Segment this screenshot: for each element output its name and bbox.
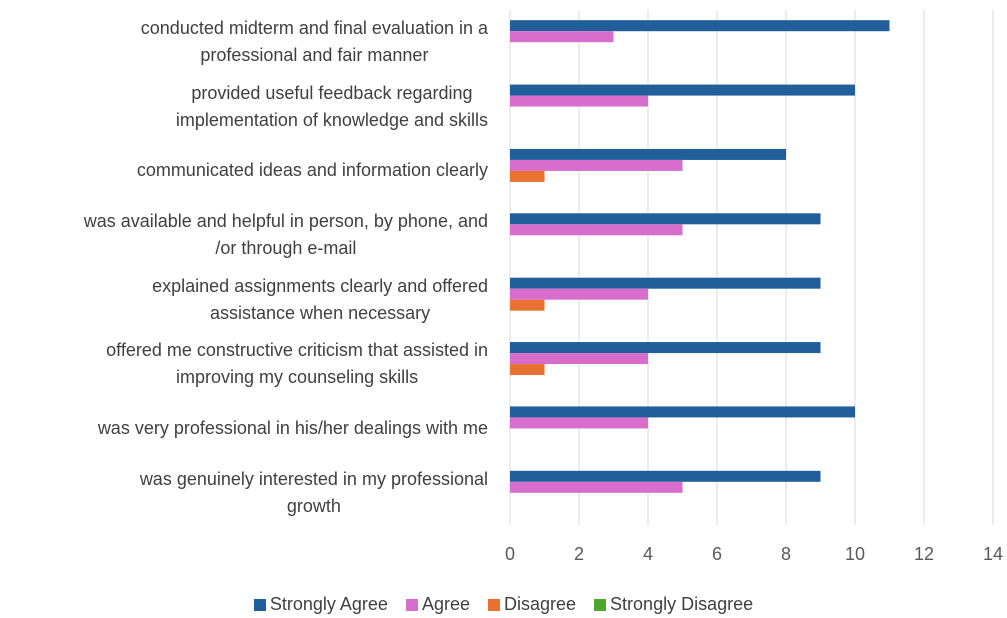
bar <box>510 481 683 493</box>
category-text: offered me constructive criticism that a… <box>106 340 488 388</box>
bar <box>510 84 855 96</box>
bar <box>510 20 890 32</box>
bar <box>510 159 683 171</box>
legend-swatch <box>488 598 500 611</box>
legend-label: Disagree <box>504 594 577 614</box>
x-tick-label: 4 <box>643 544 653 564</box>
bar <box>510 364 545 376</box>
x-tick-label: 0 <box>505 544 515 564</box>
x-tick-label: 14 <box>983 544 1003 564</box>
bar <box>510 342 821 354</box>
category-label: offered me constructive criticism that a… <box>0 332 488 396</box>
bar <box>510 470 821 482</box>
bar <box>510 299 545 311</box>
legend-item: Disagree <box>488 594 576 615</box>
legend-item: Strongly Agree <box>253 594 388 615</box>
category-label: explained assignments clearly and offere… <box>0 268 488 332</box>
category-text: was available and helpful in person, by … <box>83 211 488 259</box>
legend-label: Strongly Disagree <box>610 594 754 614</box>
category-text: was genuinely interested in my professio… <box>139 468 488 516</box>
category-label: was genuinely interested in my professio… <box>0 461 488 525</box>
legend-label: Strongly Agree <box>269 594 388 614</box>
bar <box>510 31 614 43</box>
bar <box>510 170 545 182</box>
x-tick-label: 6 <box>712 544 722 564</box>
category-text: explained assignments clearly and offere… <box>152 275 488 323</box>
legend: Strongly Agree Agree Disagree Strongly Disa… <box>0 594 1007 615</box>
category-label: was very professional in his/her dealing… <box>0 396 488 460</box>
bar <box>510 288 648 300</box>
category-text: conducted midterm and final evaluation i… <box>140 18 488 66</box>
bar <box>510 417 648 429</box>
x-tick-label: 8 <box>781 544 791 564</box>
bar <box>510 277 821 289</box>
bar <box>510 148 786 160</box>
category-text: communicated ideas and information clear… <box>136 160 488 181</box>
x-tick-label: 12 <box>914 544 934 564</box>
bar <box>510 224 683 236</box>
x-tick-label: 2 <box>574 544 584 564</box>
bar <box>510 95 648 107</box>
category-label: was available and helpful in person, by … <box>0 203 488 267</box>
legend-swatch <box>594 598 607 611</box>
x-tick-label: 10 <box>845 544 865 564</box>
legend-swatch <box>405 598 418 611</box>
category-label: conducted midterm and final evaluation i… <box>0 10 488 74</box>
category-text: provided useful feedback regarding imple… <box>175 82 488 130</box>
category-label: communicated ideas and information clear… <box>0 139 488 203</box>
legend-swatch <box>253 598 266 611</box>
bar <box>510 213 821 225</box>
bar <box>510 406 855 418</box>
legend-item: Strongly Disagree <box>594 594 753 615</box>
legend-item: Agree <box>405 594 470 615</box>
legend-label: Agree <box>421 594 470 614</box>
category-label: provided useful feedback regarding imple… <box>0 75 488 139</box>
category-text: was very professional in his/her dealing… <box>97 417 488 438</box>
bar <box>510 353 648 365</box>
